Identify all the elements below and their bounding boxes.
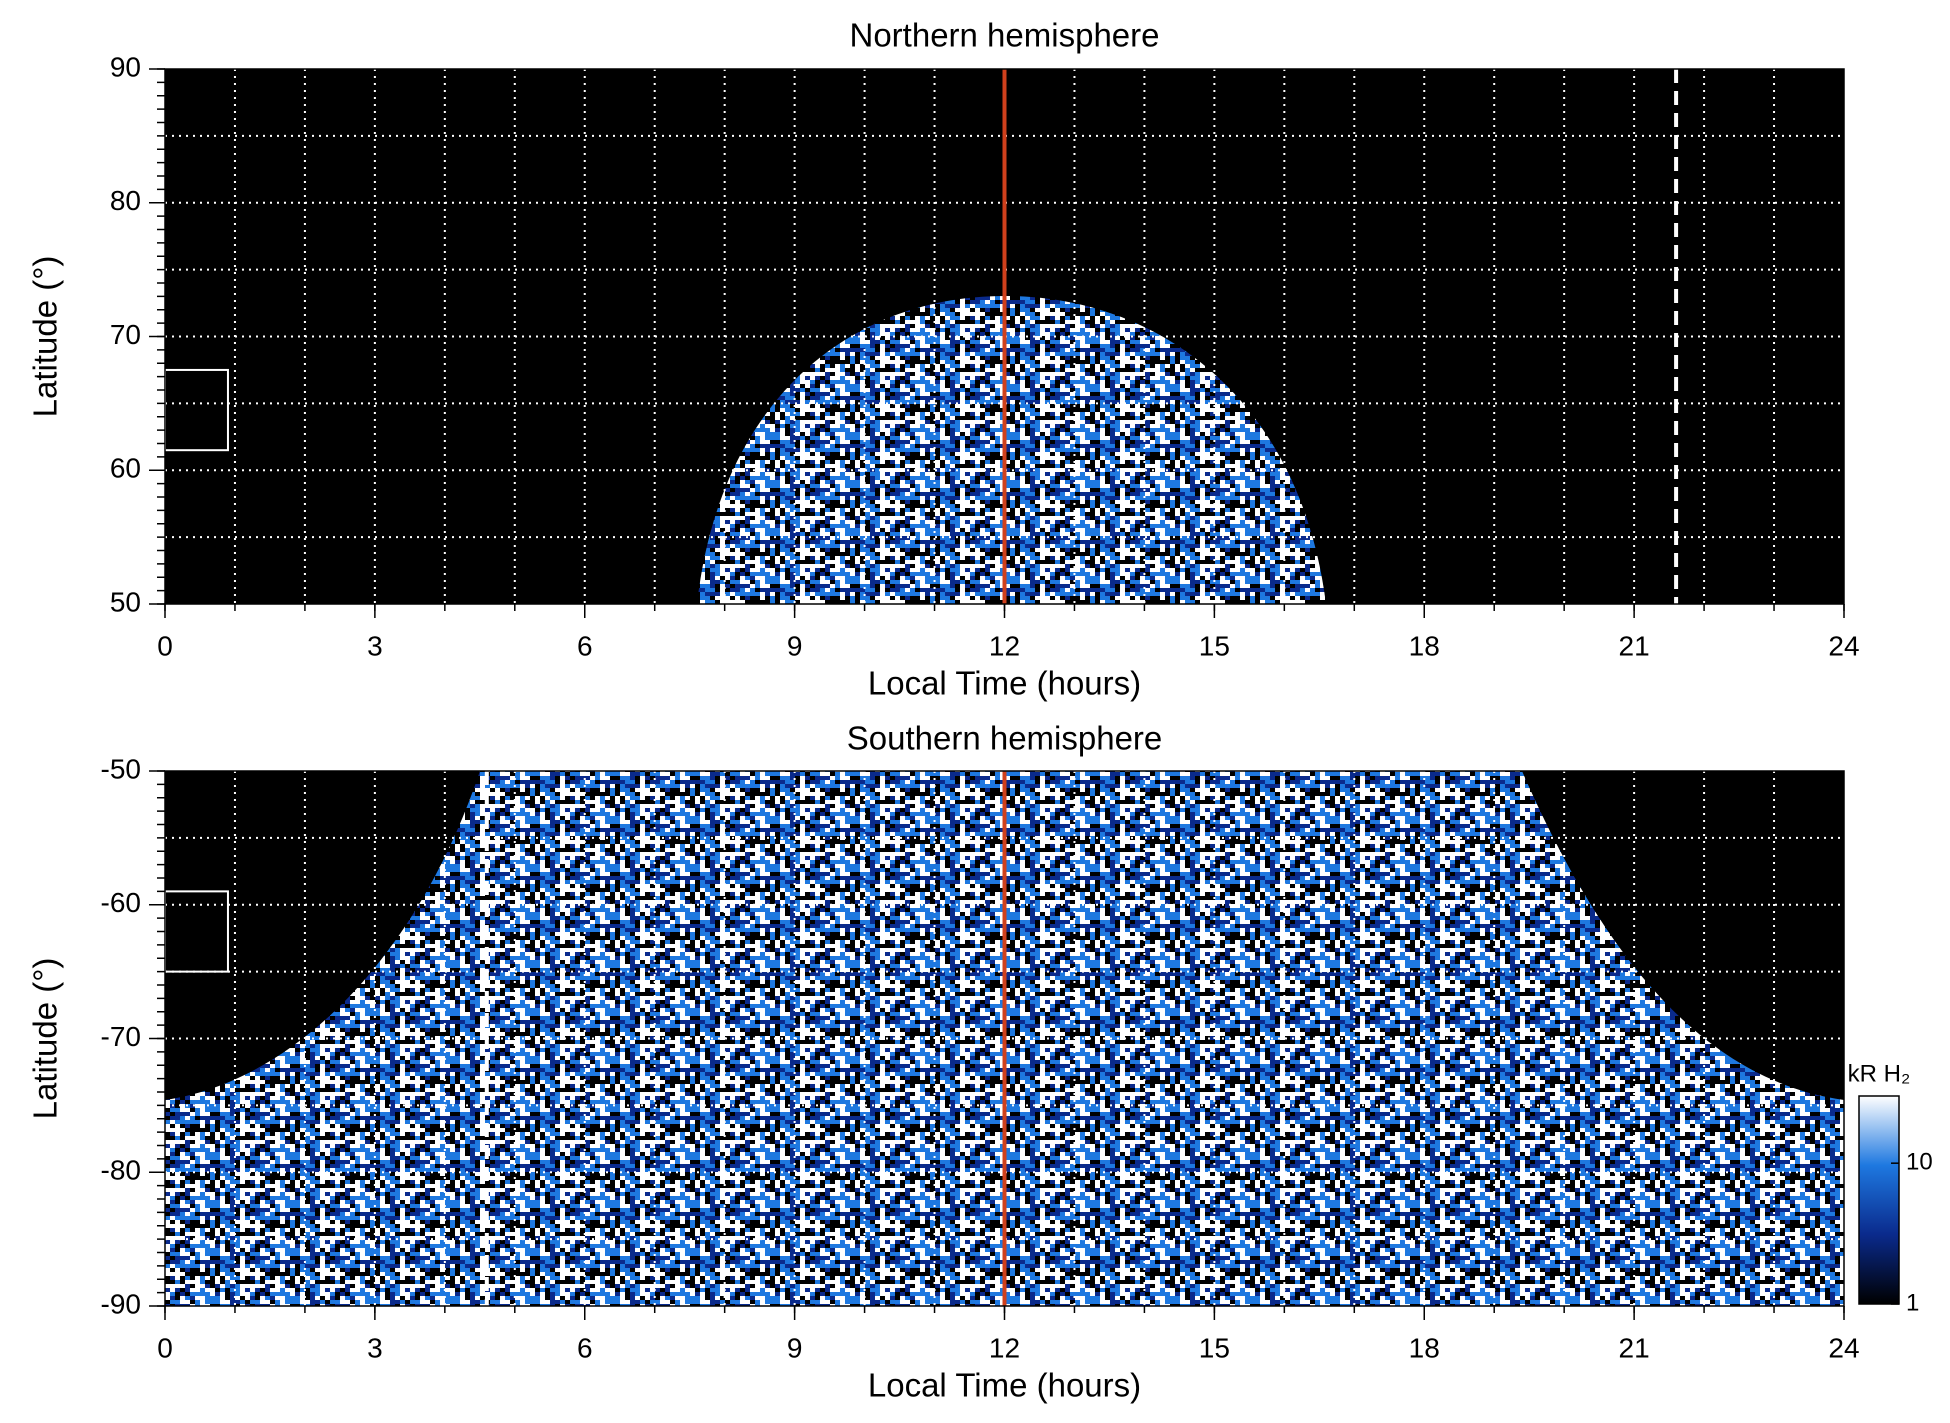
y-tick-label: -50 [101,753,141,784]
x-tick-label: 9 [787,1332,803,1363]
x-axis-label: Local Time (hours) [868,1367,1141,1404]
x-tick-label: 3 [367,630,383,661]
colorbar-tick-label: 1 [1906,1289,1919,1316]
y-axis-label: Latitude (°) [27,958,64,1120]
chart-title: Northern hemisphere [850,17,1160,54]
y-tick-label: 70 [110,319,141,350]
y-tick-label: 80 [110,185,141,216]
emission-group [697,296,1326,604]
y-tick-label: -80 [101,1155,141,1186]
x-axis-label: Local Time (hours) [868,665,1141,702]
x-tick-label: 9 [787,630,803,661]
x-tick-label: 0 [157,630,173,661]
colorbar-tick-label: 10 [1906,1149,1933,1176]
colorbar [1858,1095,1900,1305]
x-tick-label: 6 [577,630,593,661]
x-tick-label: 3 [367,1332,383,1363]
emission-region [697,296,1326,604]
x-tick-label: 24 [1828,1332,1859,1363]
y-axis-label: Latitude (°) [27,256,64,418]
y-tick-label: -60 [101,887,141,918]
chart-title: Southern hemisphere [847,720,1163,757]
x-tick-label: 21 [1619,1332,1650,1363]
x-tick-label: 0 [157,1332,173,1363]
x-tick-label: 15 [1199,1332,1230,1363]
x-tick-label: 15 [1199,630,1230,661]
x-tick-label: 18 [1409,630,1440,661]
x-tick-label: 24 [1828,630,1859,661]
y-tick-label: 60 [110,453,141,484]
y-tick-label: 50 [110,586,141,617]
y-tick-label: 90 [110,51,141,82]
x-tick-label: 18 [1409,1332,1440,1363]
colorbar-label: kR H₂ [1848,1060,1911,1087]
y-tick-label: -70 [101,1021,141,1052]
x-tick-label: 21 [1619,630,1650,661]
y-tick-label: -90 [101,1288,141,1319]
x-tick-label: 12 [989,1332,1020,1363]
x-tick-label: 12 [989,630,1020,661]
x-tick-label: 6 [577,1332,593,1363]
